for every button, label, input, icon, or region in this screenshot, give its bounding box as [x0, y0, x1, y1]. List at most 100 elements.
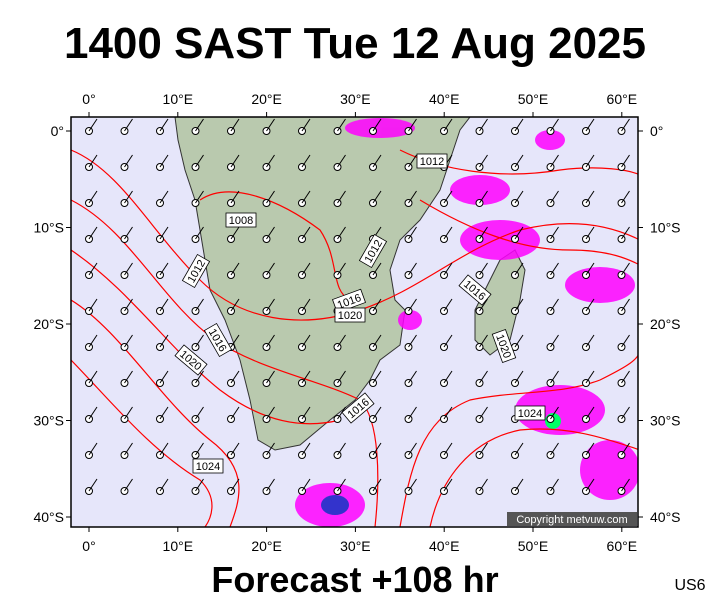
- wind-barb: [124, 190, 133, 204]
- wind-barb: [372, 442, 382, 456]
- lat-label: 10°S: [33, 220, 64, 236]
- wind-barb: [159, 118, 169, 132]
- wind-barb: [621, 154, 630, 168]
- wind-barb: [337, 262, 346, 276]
- wind-barb: [266, 478, 275, 492]
- wind-barb: [550, 262, 559, 276]
- lon-label: 50°E: [518, 91, 549, 107]
- lat-label: 40°S: [33, 509, 64, 525]
- wind-barb: [585, 442, 595, 456]
- isobar-value: 1024: [518, 408, 542, 420]
- forecast-label: Forecast +108 hr: [211, 559, 498, 600]
- isobar-value: 1020: [338, 310, 362, 322]
- wind-barb: [195, 190, 204, 204]
- wind-barb: [585, 478, 595, 492]
- wind-barb: [621, 478, 630, 492]
- wind-barb: [230, 478, 240, 492]
- wind-barb: [585, 334, 595, 348]
- wind-barb: [372, 406, 382, 420]
- wind-barb: [266, 262, 275, 276]
- wind-barb: [124, 478, 133, 492]
- wind-barb: [266, 298, 275, 312]
- wind-barb: [159, 442, 169, 456]
- wind-barb: [266, 334, 275, 348]
- wind-barb: [230, 370, 240, 384]
- wind-barb: [230, 298, 240, 312]
- isobar-label-box: [358, 233, 388, 269]
- wind-barb: [408, 334, 417, 348]
- wind-barb: [230, 118, 240, 132]
- wind-barb: [443, 262, 453, 276]
- wind-barb: [550, 226, 559, 240]
- wind-barb: [195, 334, 204, 348]
- wind-barb: [443, 226, 453, 240]
- wind-barb: [124, 370, 133, 384]
- wind-barb: [124, 334, 133, 348]
- wind-barb: [124, 226, 133, 240]
- isobar-label-box: [331, 288, 367, 314]
- wind-barb: [88, 478, 98, 492]
- wind-barb: [585, 370, 595, 384]
- wind-barb: [124, 262, 133, 276]
- wind-barb: [337, 370, 346, 384]
- wind-barb: [266, 370, 275, 384]
- wind-barb: [550, 154, 559, 168]
- wind-barb: [372, 370, 382, 384]
- wind-barb: [479, 442, 488, 456]
- isobar-label-box: [514, 405, 546, 421]
- wind-barb: [195, 370, 204, 384]
- wind-barb: [159, 154, 169, 168]
- wind-barb: [372, 478, 382, 492]
- wind-barb: [585, 226, 595, 240]
- wind-barb: [266, 118, 275, 132]
- wind-barb: [585, 190, 595, 204]
- wind-barb: [550, 118, 559, 132]
- wind-barb: [408, 442, 417, 456]
- lon-label: 30°E: [340, 91, 371, 107]
- wind-barb: [550, 298, 559, 312]
- wind-barb: [337, 190, 346, 204]
- wind-barb: [443, 370, 453, 384]
- wind-barb: [621, 262, 630, 276]
- wind-barb: [443, 334, 453, 348]
- wind-barb: [301, 406, 311, 420]
- lon-label: 40°E: [429, 538, 460, 554]
- isobar-label-box: [174, 344, 208, 376]
- wind-barb: [408, 190, 417, 204]
- wind-barb: [479, 406, 488, 420]
- wind-barb: [372, 334, 382, 348]
- wind-barb: [514, 190, 524, 204]
- lat-label: 10°S: [650, 220, 681, 236]
- lon-label: 0°: [82, 91, 95, 107]
- wind-barb: [514, 118, 524, 132]
- wind-barb: [337, 478, 346, 492]
- wind-barb: [124, 118, 133, 132]
- wind-barb: [195, 154, 204, 168]
- wind-barb: [514, 262, 524, 276]
- isobar-label-box: [181, 253, 211, 289]
- wind-barb: [266, 226, 275, 240]
- wind-barb: [408, 478, 417, 492]
- wind-barb: [443, 190, 453, 204]
- wind-barb: [88, 370, 98, 384]
- wind-barb: [337, 406, 346, 420]
- wind-barb: [408, 370, 417, 384]
- wind-barb: [159, 406, 169, 420]
- wind-barb: [585, 118, 595, 132]
- wind-barb: [195, 442, 204, 456]
- wind-barb: [550, 334, 559, 348]
- wind-barb: [266, 154, 275, 168]
- wind-barb: [301, 226, 311, 240]
- wind-barb: [372, 190, 382, 204]
- isobar-label-box: [334, 307, 366, 323]
- wind-barb: [159, 370, 169, 384]
- wind-barb: [301, 370, 311, 384]
- isobar-label: 1020: [334, 307, 366, 323]
- wind-barb: [479, 226, 488, 240]
- lon-label: 40°E: [429, 91, 460, 107]
- wind-barb: [301, 154, 311, 168]
- wind-barb: [443, 478, 453, 492]
- wind-barb: [621, 406, 630, 420]
- copyright: Copyright metvuw.com: [516, 514, 627, 526]
- frame: [70, 116, 639, 528]
